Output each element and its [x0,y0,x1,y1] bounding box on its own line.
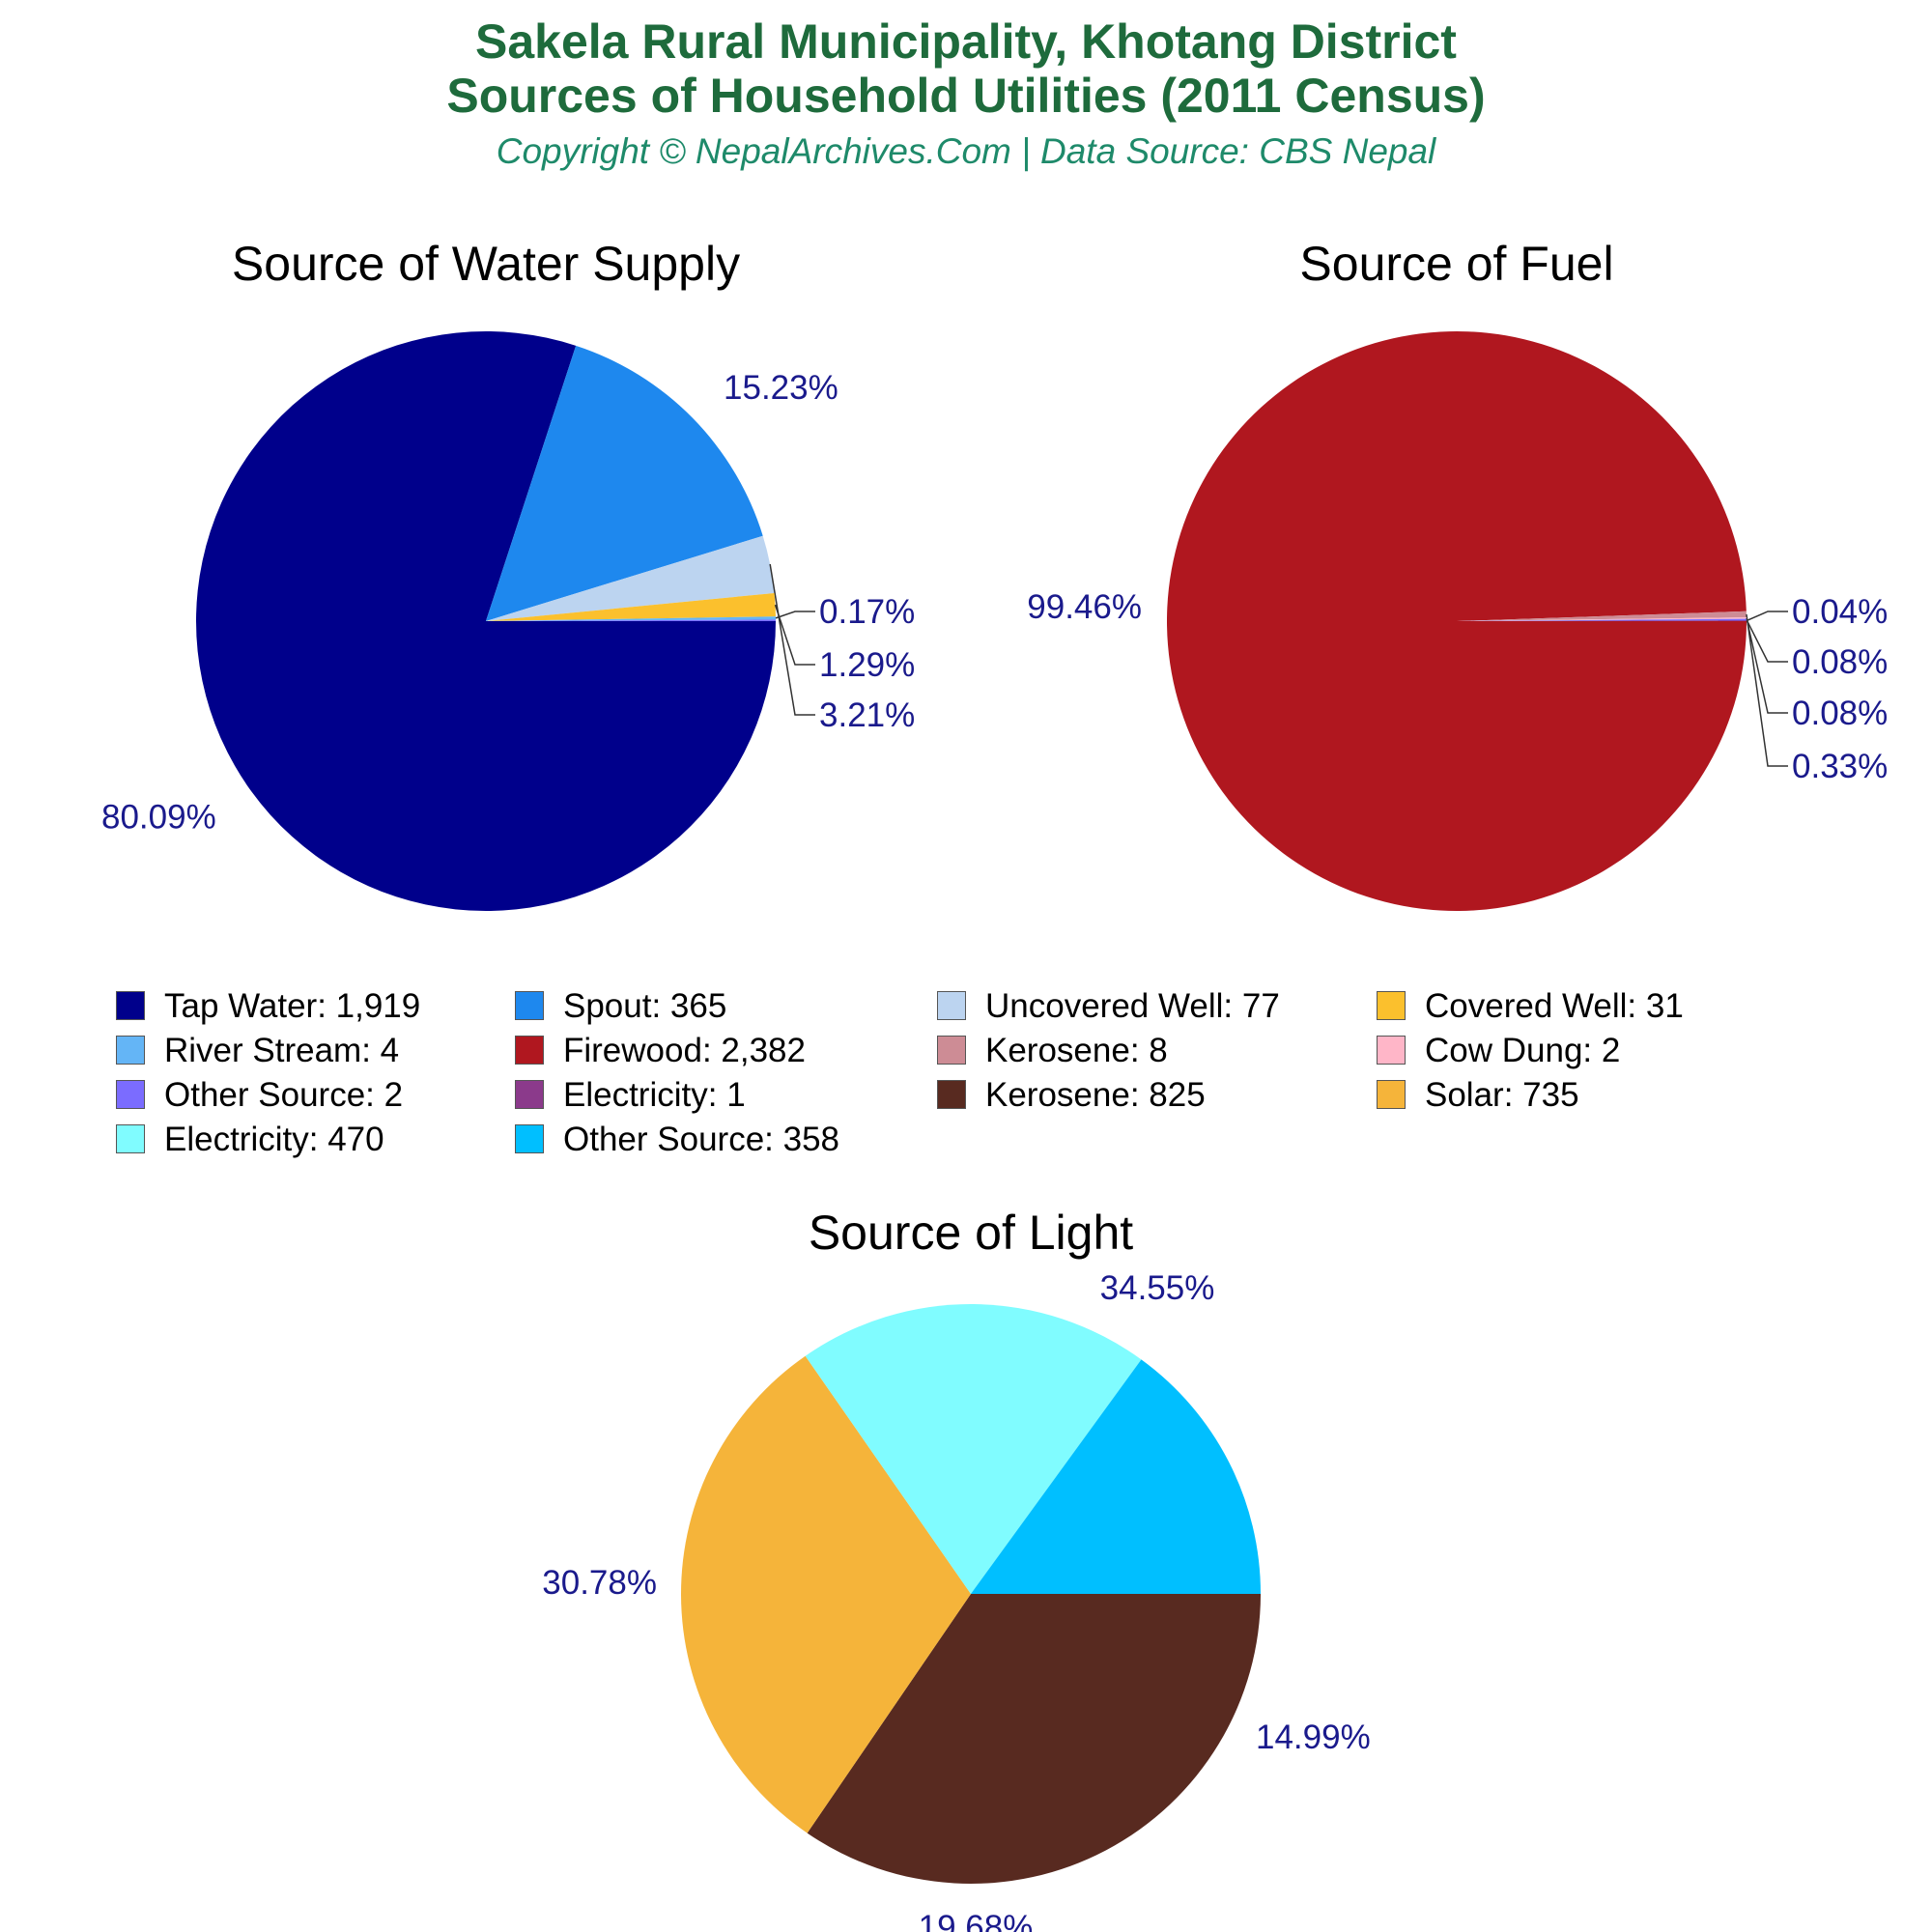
legend-label: Cow Dung: 2 [1425,1032,1621,1069]
water-leader-line [775,611,815,619]
legend-label: Uncovered Well: 77 [985,987,1280,1025]
water-leader-line [774,604,815,666]
water-percent-label: 0.17% [819,593,915,631]
legend-label: Covered Well: 31 [1425,987,1684,1025]
fuel-slice-kerosene [1457,611,1747,621]
legend-label: River Stream: 4 [164,1032,400,1069]
fuel-slice-electricity [1457,620,1747,621]
main-title-line2: Sources of Household Utilities (2011 Cen… [446,69,1486,123]
water-percent-label: 80.09% [101,799,216,837]
water-slice-covered-well [486,592,776,621]
fuel-percent-label: 99.46% [1027,588,1142,626]
legend-swatch [116,1080,145,1109]
water-slice-river-stream [486,616,776,621]
light-pie: Source of Light 34.55% 30.78% 19.68% 14.99% [542,1206,1370,1932]
fuel-leader-line [1746,619,1788,663]
legend-swatch [937,1036,966,1065]
main-title-line1: Sakela Rural Municipality, Khotang Distr… [475,14,1457,69]
light-percent-label: 14.99% [1256,1719,1371,1756]
fuel-percent-label: 0.08% [1792,643,1888,681]
legend-label: Kerosene: 825 [985,1076,1206,1114]
legend-swatch [1377,1080,1406,1109]
legend-swatch [116,1124,145,1153]
legend-swatch [116,991,145,1020]
legend-swatch [1377,1036,1406,1065]
legend-swatch [515,1036,544,1065]
light-slice-solar [680,1355,971,1833]
water-slice-uncovered-well [486,535,775,621]
fuel-slice-cow-dung [1457,617,1747,621]
water-pie-title: Source of Water Supply [232,237,740,291]
legend-label: Other Source: 2 [164,1076,404,1114]
water-slice-other-source [486,619,776,621]
fuel-percent-label: 0.04% [1792,593,1888,631]
water-supply-pie: Source of Water Supply 80.09% 15.23% 3.21% 1… [101,237,915,912]
legend-swatch [515,1080,544,1109]
fuel-leader-line [1746,613,1788,767]
light-percent-label: 30.78% [542,1564,657,1602]
fuel-percent-label: 0.08% [1792,695,1888,732]
legend-label: Other Source: 358 [563,1121,839,1158]
water-leader-line [769,563,815,716]
fuel-leader-line [1746,617,1788,714]
light-slice-electricity [805,1304,1142,1594]
legend-label: Spout: 365 [563,987,727,1025]
water-percent-label: 15.23% [724,369,838,407]
legend-swatch [116,1036,145,1065]
fuel-percent-label: 0.33% [1792,748,1888,785]
legend-label: Electricity: 470 [164,1121,384,1158]
light-percent-label: 34.55% [1100,1269,1215,1307]
copyright-subtitle: Copyright © NepalArchives.Com | Data Sou… [496,131,1436,171]
water-percent-label: 1.29% [819,646,915,684]
legend-swatch [937,1080,966,1109]
light-pie-title: Source of Light [809,1206,1133,1260]
legend-swatch [515,1124,544,1153]
light-slice-kerosene [807,1594,1261,1884]
legend-label: Electricity: 1 [563,1076,746,1114]
water-percent-label: 3.21% [819,696,915,734]
legend-swatch [1377,991,1406,1020]
legend-label: Firewood: 2,382 [563,1032,806,1069]
fuel-pie: Source of Fuel 99.46% 0.33% 0.08% 0.08% 0.04% [1027,237,1888,911]
legend-label: Solar: 735 [1425,1076,1579,1114]
light-percent-label: 19.68% [919,1909,1034,1932]
legend-swatch [515,991,544,1020]
fuel-slice-firewood [1167,330,1747,911]
fuel-leader-line [1746,611,1788,622]
water-slice-spout [486,345,763,621]
light-slice-other-source [971,1359,1261,1594]
fuel-slice-other-source [1457,618,1747,621]
legend-swatch [937,991,966,1020]
legend-label: Tap Water: 1,919 [164,987,421,1025]
legend-label: Kerosene: 8 [985,1032,1168,1069]
fuel-pie-title: Source of Fuel [1299,237,1613,291]
